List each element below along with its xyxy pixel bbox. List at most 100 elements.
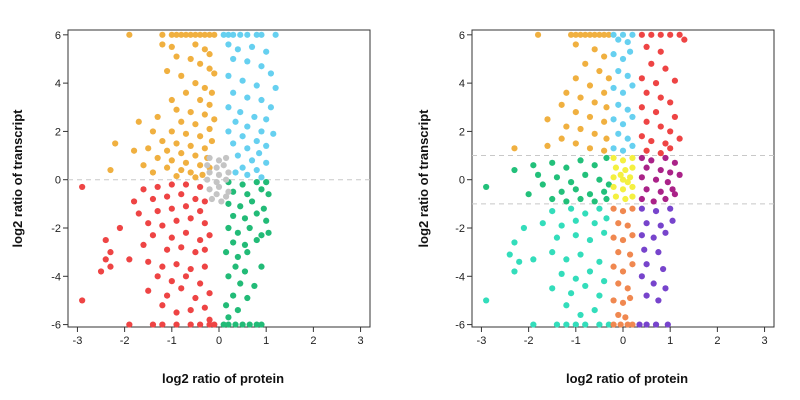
data-point bbox=[591, 130, 598, 137]
data-point bbox=[553, 234, 561, 241]
data-point bbox=[615, 101, 622, 108]
data-point bbox=[263, 179, 270, 186]
series-7 bbox=[483, 205, 612, 328]
series-5 bbox=[610, 154, 636, 203]
data-point bbox=[168, 96, 175, 104]
data-point bbox=[657, 31, 664, 38]
data-point bbox=[149, 321, 157, 328]
data-point bbox=[605, 31, 612, 38]
data-point bbox=[662, 229, 669, 236]
data-point bbox=[130, 198, 138, 205]
data-point bbox=[619, 89, 627, 96]
data-point bbox=[652, 321, 660, 328]
data-point bbox=[667, 169, 674, 176]
data-point bbox=[601, 53, 608, 60]
series-8 bbox=[610, 205, 636, 328]
data-point bbox=[237, 108, 244, 116]
data-point bbox=[201, 46, 208, 53]
data-point bbox=[591, 162, 598, 169]
data-point bbox=[145, 258, 152, 265]
data-point bbox=[211, 31, 218, 38]
series-9 bbox=[636, 205, 676, 328]
series-2 bbox=[610, 31, 636, 154]
data-point bbox=[586, 113, 594, 121]
data-point bbox=[244, 294, 251, 302]
data-point bbox=[563, 198, 570, 205]
data-point bbox=[582, 60, 589, 67]
data-point bbox=[244, 123, 251, 130]
data-point bbox=[225, 72, 232, 79]
data-point bbox=[241, 215, 249, 222]
data-point bbox=[230, 292, 237, 299]
data-point bbox=[567, 205, 575, 212]
data-point bbox=[140, 241, 147, 249]
data-point bbox=[126, 31, 133, 38]
data-point bbox=[215, 183, 223, 191]
y-tick-label: -2 bbox=[455, 223, 465, 235]
data-point bbox=[671, 159, 679, 166]
data-point bbox=[619, 236, 627, 244]
data-point bbox=[617, 321, 624, 328]
series-4 bbox=[483, 154, 612, 205]
data-point bbox=[239, 77, 246, 84]
data-point bbox=[244, 145, 251, 152]
data-point bbox=[610, 51, 617, 58]
data-point bbox=[563, 89, 570, 96]
data-point bbox=[206, 31, 213, 38]
data-point bbox=[657, 188, 664, 195]
data-point bbox=[643, 186, 650, 193]
data-point bbox=[178, 118, 185, 125]
data-point bbox=[657, 48, 664, 55]
data-point bbox=[272, 84, 279, 92]
data-point bbox=[638, 133, 645, 140]
data-point bbox=[182, 89, 190, 96]
data-point bbox=[615, 280, 622, 287]
data-point bbox=[629, 142, 636, 150]
data-point bbox=[558, 101, 565, 108]
data-point bbox=[225, 104, 232, 111]
data-point bbox=[225, 200, 232, 207]
data-point bbox=[187, 215, 194, 222]
data-point bbox=[234, 46, 241, 53]
data-point bbox=[258, 96, 265, 104]
data-point bbox=[256, 150, 263, 157]
data-point bbox=[192, 152, 199, 159]
data-point bbox=[624, 135, 631, 142]
data-point bbox=[204, 162, 211, 169]
data-point bbox=[173, 261, 180, 268]
data-point bbox=[652, 207, 660, 215]
data-point bbox=[534, 171, 542, 178]
data-point bbox=[163, 147, 171, 154]
data-point bbox=[192, 121, 199, 128]
data-point bbox=[596, 31, 603, 38]
x-tick-label: -2 bbox=[524, 335, 534, 347]
data-point bbox=[258, 263, 265, 270]
data-point bbox=[558, 270, 565, 277]
data-point bbox=[258, 63, 265, 70]
data-point bbox=[572, 321, 579, 328]
data-point bbox=[610, 174, 617, 181]
data-point bbox=[563, 164, 570, 171]
data-point bbox=[601, 31, 608, 38]
data-point bbox=[643, 220, 650, 227]
data-point bbox=[615, 130, 622, 137]
data-point bbox=[182, 273, 190, 280]
data-point bbox=[648, 137, 655, 145]
data-point bbox=[553, 321, 561, 328]
data-point bbox=[638, 104, 645, 111]
x-tick-label: 1 bbox=[263, 335, 269, 347]
data-point bbox=[610, 116, 617, 123]
data-point bbox=[648, 31, 655, 38]
data-point bbox=[159, 137, 166, 145]
data-point bbox=[173, 321, 180, 328]
data-point bbox=[619, 207, 627, 215]
data-point bbox=[168, 181, 175, 188]
data-point bbox=[643, 164, 650, 171]
data-point bbox=[605, 181, 612, 188]
series-6 bbox=[638, 154, 683, 205]
data-point bbox=[192, 249, 199, 256]
data-point bbox=[671, 113, 679, 121]
data-point bbox=[192, 41, 199, 48]
data-point bbox=[629, 261, 636, 268]
data-point bbox=[178, 244, 185, 251]
